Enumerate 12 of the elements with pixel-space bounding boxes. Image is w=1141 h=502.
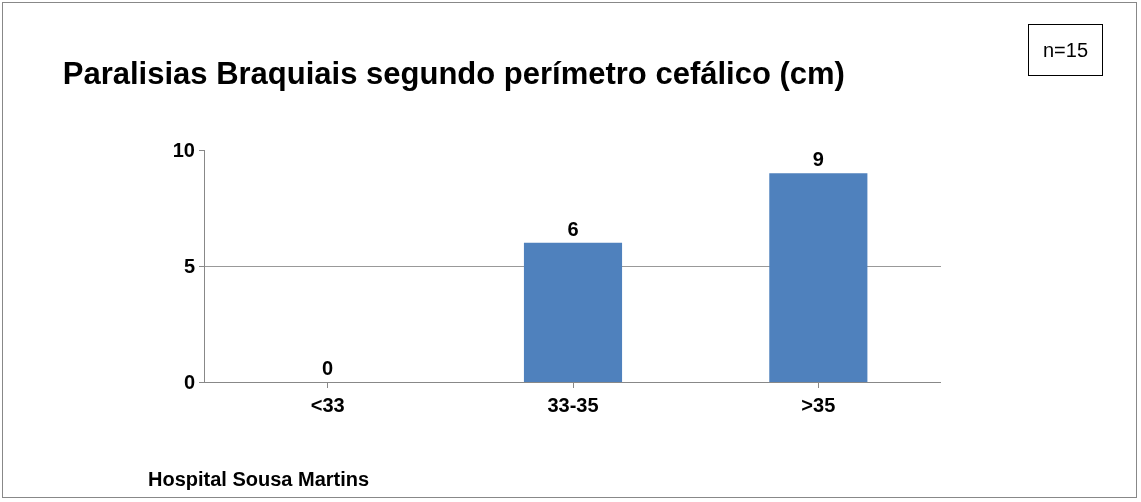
data-label: 9 — [812, 148, 824, 171]
data-label: 0 — [322, 357, 334, 379]
x-tick-label: 33-35 — [547, 394, 599, 416]
text: Hospital Sousa Martins — [148, 468, 370, 490]
text: n=15 — [1043, 39, 1089, 61]
data-label: 6 — [567, 217, 579, 240]
y-tick-label: 10 — [172, 139, 195, 161]
chart-title: Paralisias Braquiais segundo perímetro cefálico (cm) — [62, 55, 845, 91]
y-tick-label: 0 — [183, 371, 195, 393]
x-tick-label: >35 — [801, 394, 836, 416]
y-tick-label: 5 — [183, 255, 195, 277]
x-tick-label: <33 — [310, 394, 345, 416]
